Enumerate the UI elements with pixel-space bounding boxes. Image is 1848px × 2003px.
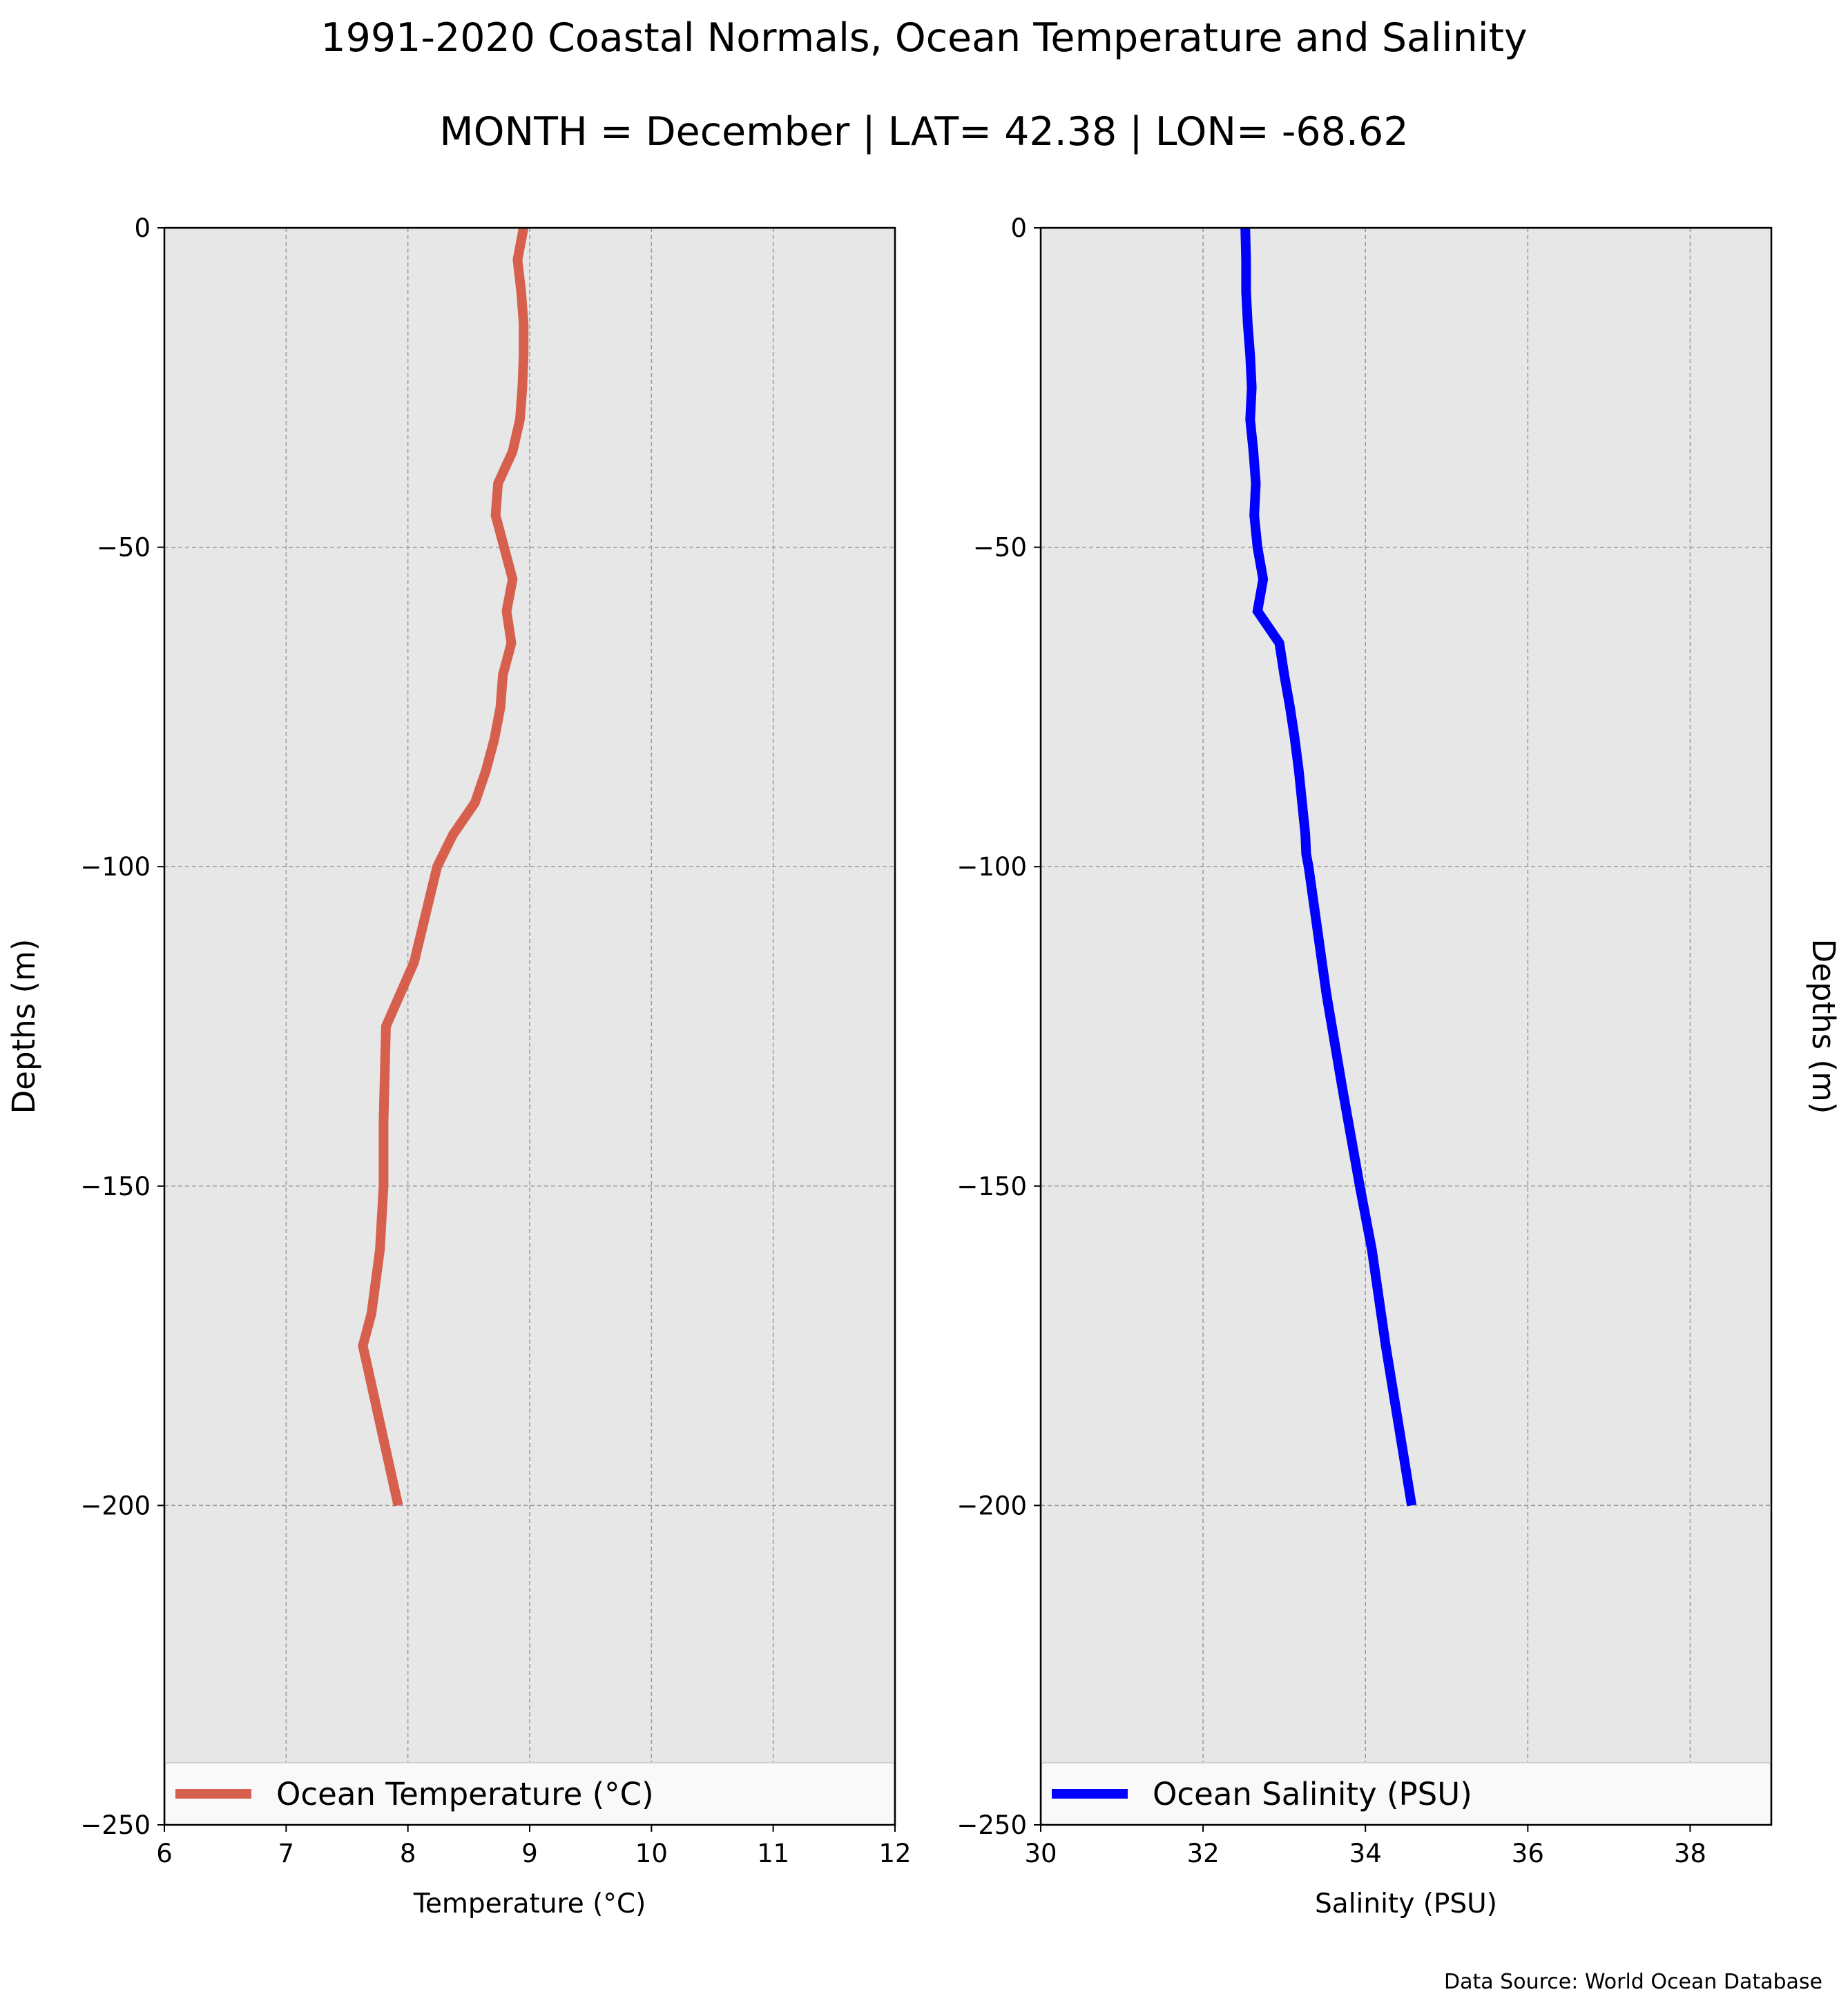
x-tick-label: 11 — [757, 1839, 789, 1868]
legend: Ocean Temperature (°C) — [164, 1762, 895, 1826]
salinity-panel: Ocean Salinity (PSU) 30 32 34 36 38 0 −50 −100 −1… — [956, 213, 1842, 1919]
y-tick-label: −150 — [80, 1172, 151, 1201]
temperature-line — [358, 226, 529, 1507]
x-tick-label: 8 — [400, 1839, 416, 1868]
y-tick-label: −250 — [956, 1810, 1027, 1840]
x-axis-label: Temperature (°C) — [413, 1888, 646, 1919]
legend: Ocean Salinity (PSU) — [1041, 1762, 1771, 1826]
plot-area — [1041, 228, 1771, 1825]
x-tick-label: 30 — [1024, 1839, 1057, 1868]
x-tick-label: 32 — [1187, 1839, 1220, 1868]
x-tick-label: 6 — [156, 1839, 173, 1868]
temperature-panel: Ocean Temperature (°C) 6 7 8 9 10 11 12 0 −50 −100… — [6, 213, 912, 1919]
y-tick-label: −200 — [956, 1491, 1027, 1520]
y-tick-label: −50 — [97, 533, 151, 563]
y-tick-label: −50 — [973, 533, 1027, 563]
y-tick-label: 0 — [1010, 213, 1027, 243]
figure-title: 1991-2020 Coastal Normals, Ocean Tempera… — [320, 15, 1527, 61]
data-source-note: Data Source: World Ocean Database — [1444, 1970, 1822, 1994]
y-axis-label: Depths (m) — [1805, 939, 1842, 1114]
y-tick-label: −100 — [80, 852, 151, 882]
axes-frame — [1039, 226, 1773, 1826]
figure-subtitle: MONTH = December | LAT= 42.38 | LON= -68… — [439, 109, 1408, 155]
y-tick-label: −200 — [80, 1491, 151, 1520]
y-axis-label: Depths (m) — [6, 939, 42, 1114]
x-axis-ticks: 30 32 34 36 38 — [1024, 1825, 1706, 1868]
x-tick-label: 10 — [635, 1839, 668, 1868]
plot-area — [164, 228, 895, 1825]
y-axis-ticks: 0 −50 −100 −150 −200 −250 — [80, 213, 164, 1840]
y-axis-ticks: 0 −50 −100 −150 −200 −250 — [956, 213, 1041, 1840]
x-axis-ticks: 6 7 8 9 10 11 12 — [156, 1825, 912, 1868]
x-axis-label: Salinity (PSU) — [1315, 1888, 1497, 1919]
legend-label: Ocean Temperature (°C) — [276, 1776, 654, 1812]
y-tick-label: −150 — [956, 1172, 1027, 1201]
y-tick-label: −250 — [80, 1810, 151, 1840]
gridlines — [1041, 228, 1771, 1825]
salinity-line — [1240, 227, 1417, 1507]
x-tick-label: 9 — [521, 1839, 538, 1868]
x-tick-label: 7 — [278, 1839, 295, 1868]
legend-label: Ocean Salinity (PSU) — [1153, 1776, 1472, 1812]
x-tick-label: 12 — [878, 1839, 911, 1868]
x-tick-label: 36 — [1512, 1839, 1544, 1868]
y-tick-label: 0 — [134, 213, 151, 243]
y-tick-label: −100 — [956, 852, 1027, 882]
x-tick-label: 38 — [1674, 1839, 1706, 1868]
gridlines — [164, 228, 895, 1825]
x-tick-label: 34 — [1349, 1839, 1382, 1868]
